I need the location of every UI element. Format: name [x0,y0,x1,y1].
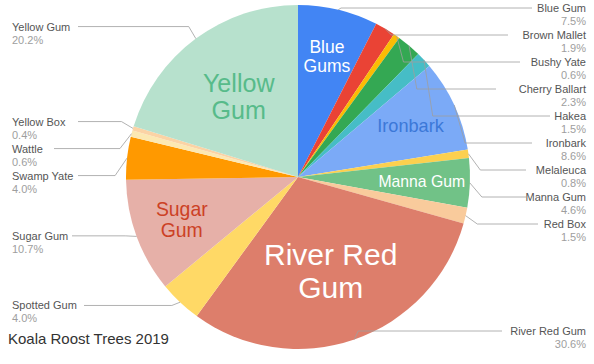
svg-text:1.5%: 1.5% [561,231,586,243]
svg-text:Swamp Yate: Swamp Yate [12,170,73,182]
svg-text:2.3%: 2.3% [561,96,586,108]
svg-text:10.7%: 10.7% [12,243,43,255]
svg-text:BlueGums: BlueGums [304,37,351,76]
svg-text:1.5%: 1.5% [561,123,586,135]
svg-text:Bushy Yate: Bushy Yate [531,56,586,68]
svg-text:30.6%: 30.6% [555,338,586,350]
svg-text:Spotted Gum: Spotted Gum [12,299,77,311]
svg-text:0.8%: 0.8% [561,177,586,189]
svg-text:Manna Gum: Manna Gum [378,173,465,190]
svg-text:Cherry Ballart: Cherry Ballart [519,83,586,95]
svg-text:7.5%: 7.5% [561,15,586,27]
svg-text:SugarGum: SugarGum [156,198,208,241]
svg-text:4.0%: 4.0% [12,183,37,195]
svg-text:Hakea: Hakea [554,110,586,122]
svg-text:River RedGum: River RedGum [264,238,397,304]
svg-text:0.6%: 0.6% [12,156,37,168]
svg-text:River Red Gum: River Red Gum [510,325,586,337]
html-text:Koala Roost Trees 2019: Koala Roost Trees 2019 [8,330,169,347]
svg-text:Red Box: Red Box [544,218,586,230]
svg-text:20.2%: 20.2% [12,34,43,46]
svg-text:8.6%: 8.6% [561,150,586,162]
svg-text:Ironbark: Ironbark [377,116,445,136]
svg-text:Blue Gum: Blue Gum [537,2,586,14]
svg-text:Sugar Gum: Sugar Gum [12,230,68,242]
svg-text:4.6%: 4.6% [561,204,586,216]
svg-text:0.6%: 0.6% [561,69,586,81]
svg-text:Wattle: Wattle [12,143,43,155]
svg-text:Yellow Gum: Yellow Gum [12,21,70,33]
svg-text:Manna Gum: Manna Gum [525,191,586,203]
svg-text:YellowGum: YellowGum [203,69,276,125]
svg-text:Brown Mallet: Brown Mallet [522,29,586,41]
svg-text:Yellow Box: Yellow Box [12,116,66,128]
svg-text:1.9%: 1.9% [561,42,586,54]
svg-text:0.4%: 0.4% [12,129,37,141]
svg-text:Melaleuca: Melaleuca [536,164,586,176]
svg-text:4.0%: 4.0% [12,312,37,324]
svg-text:Ironbark: Ironbark [546,137,586,149]
